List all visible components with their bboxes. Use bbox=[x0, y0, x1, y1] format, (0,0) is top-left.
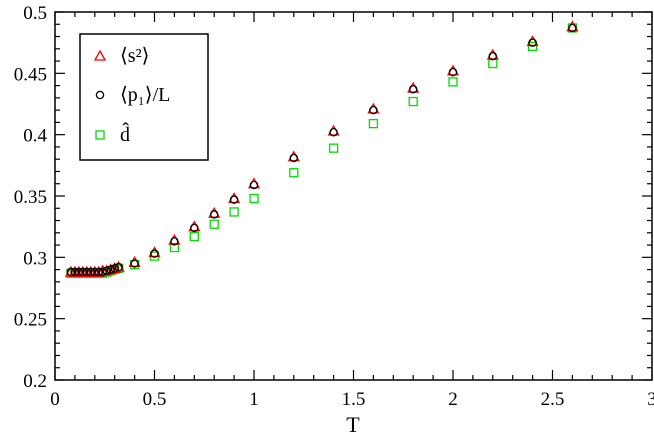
circle-point bbox=[369, 105, 378, 115]
triangle-point bbox=[188, 220, 201, 232]
triangle-point bbox=[486, 48, 499, 60]
triangle-point bbox=[287, 150, 300, 162]
x-axis-title: T bbox=[346, 412, 360, 436]
square-point bbox=[229, 207, 239, 217]
triangle-point bbox=[168, 233, 181, 245]
data-points bbox=[64, 20, 579, 278]
square-point bbox=[368, 118, 379, 129]
legend-label: ⟨s²⟩ bbox=[120, 45, 149, 67]
y-tick-label: 0.5 bbox=[23, 3, 47, 24]
triangle-point bbox=[446, 64, 460, 76]
square-point bbox=[408, 96, 418, 107]
x-tick-label: 2.5 bbox=[541, 389, 565, 410]
square-point bbox=[527, 41, 538, 51]
square-point bbox=[189, 231, 199, 242]
x-tick-label: 0 bbox=[50, 389, 60, 410]
circle-point bbox=[170, 237, 179, 246]
circle-point bbox=[329, 127, 338, 137]
circle-point bbox=[289, 153, 299, 163]
square-point bbox=[249, 193, 259, 204]
circle-point bbox=[528, 38, 537, 47]
circle-point bbox=[229, 195, 239, 204]
circle-point bbox=[209, 210, 219, 219]
circle-point bbox=[78, 267, 88, 277]
y-tick-label: 0.45 bbox=[14, 64, 47, 85]
square-point bbox=[328, 143, 339, 153]
triangle-point bbox=[367, 102, 380, 114]
circle-point bbox=[150, 249, 159, 258]
circle-point bbox=[568, 23, 577, 33]
circle-point bbox=[249, 180, 259, 190]
circle-point bbox=[102, 266, 111, 276]
legend-label: ⟨p₁⟩/L bbox=[120, 84, 170, 106]
legend-marker-triangle bbox=[93, 49, 107, 61]
legend-marker-square bbox=[95, 130, 105, 140]
circle-point bbox=[448, 67, 458, 77]
x-tick-label: 1.5 bbox=[342, 389, 366, 410]
axes: 0 0.5 1 1.5 2 2.5 3 0.2 0.25 0.3 0.35 0.4 0.45 0.5 bbox=[14, 3, 654, 410]
circle-point bbox=[70, 267, 80, 277]
y-tick-label: 0.25 bbox=[14, 310, 47, 331]
triangle-point bbox=[526, 35, 539, 47]
square-point bbox=[289, 168, 299, 178]
triangle-point bbox=[128, 255, 141, 267]
circle-point bbox=[66, 267, 76, 277]
circle-point bbox=[106, 265, 115, 274]
circle-point bbox=[408, 85, 418, 94]
square-point bbox=[488, 58, 498, 69]
legend: ⟨s²⟩ ⟨p₁⟩/L d̂ bbox=[79, 33, 209, 161]
circle-point bbox=[90, 267, 100, 277]
triangle-point bbox=[227, 192, 241, 204]
circle-point bbox=[98, 267, 108, 277]
circle-point bbox=[488, 51, 498, 61]
circle-point bbox=[74, 267, 84, 277]
triangle-point bbox=[208, 206, 221, 218]
y-tick-label: 0.3 bbox=[23, 248, 47, 269]
circle-point bbox=[86, 267, 96, 277]
x-tick-label: 2 bbox=[448, 389, 458, 410]
triangle-point bbox=[407, 81, 420, 93]
circle-point bbox=[94, 267, 104, 277]
triangle-point bbox=[566, 20, 579, 32]
y-tick-label: 0.35 bbox=[14, 187, 47, 208]
triangle-point bbox=[247, 177, 261, 189]
y-tick-label: 0.2 bbox=[23, 371, 47, 392]
y-tick-label: 0.4 bbox=[23, 126, 47, 147]
triangle-point bbox=[148, 246, 161, 258]
triangle-point bbox=[327, 124, 340, 136]
x-tick-label: 3 bbox=[647, 389, 654, 410]
circle-point bbox=[110, 264, 119, 273]
circle-point bbox=[114, 262, 123, 272]
circle-point bbox=[190, 223, 199, 233]
x-tick-label: 1 bbox=[249, 389, 259, 410]
x-tick-label: 0.5 bbox=[143, 389, 167, 410]
legend-marker-circle bbox=[95, 90, 105, 100]
circle-point bbox=[130, 259, 139, 268]
square-point bbox=[448, 77, 458, 87]
legend-label: d̂ bbox=[120, 121, 130, 146]
circle-point bbox=[82, 267, 92, 277]
square-point bbox=[209, 219, 219, 229]
